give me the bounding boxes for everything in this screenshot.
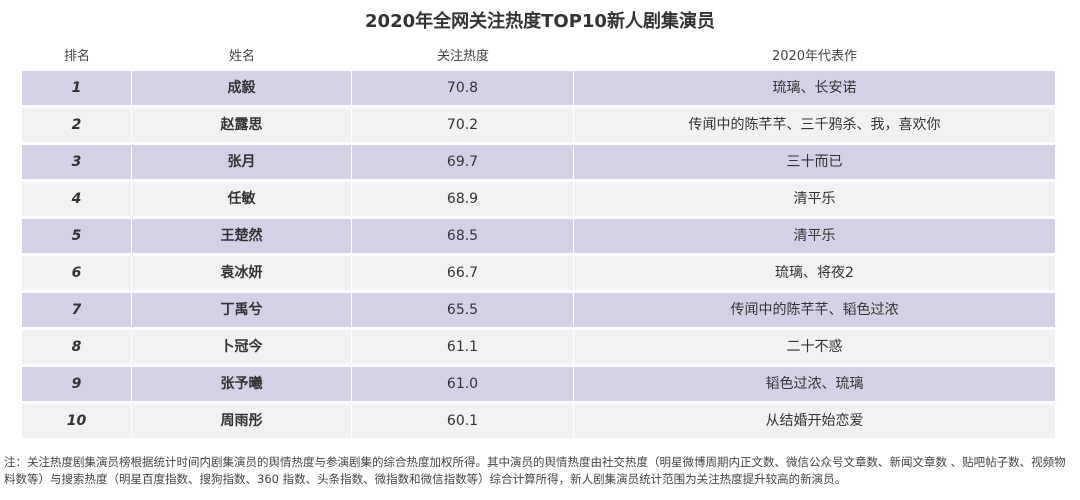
- table-row: 5 王楚然 68.5 清平乐: [22, 219, 1055, 253]
- table-row: 4 任敏 68.9 清平乐: [22, 182, 1055, 216]
- works-cell: 清平乐: [793, 191, 836, 207]
- works-cell: 琉璃、将夜2: [775, 265, 854, 281]
- rank-cell: 1: [22, 71, 132, 105]
- table-row: 6 袁冰妍 66.7 琉璃、将夜2: [22, 256, 1055, 290]
- table-row: 2 赵露思 70.2 传闻中的陈芊芊、三千鸦杀、我，喜欢你: [22, 108, 1055, 142]
- header-name: 姓名: [228, 49, 255, 64]
- rank-cell: 9: [22, 367, 132, 401]
- table-row: 3 张月 69.7 三十而已: [22, 145, 1055, 179]
- heat-cell: 69.7: [352, 145, 574, 179]
- works-cell: 琉璃、长安诺: [772, 80, 857, 96]
- rank-cell: 2: [22, 108, 132, 142]
- rank-cell: 3: [22, 145, 132, 179]
- rank-cell: 6: [22, 256, 132, 290]
- name-cell: 任敏: [132, 182, 352, 216]
- heat-cell: 66.7: [352, 256, 574, 290]
- heat-cell: 60.1: [352, 404, 574, 438]
- heat-cell: 70.2: [352, 108, 574, 142]
- name-cell: 张予曦: [132, 367, 352, 401]
- heat-cell: 68.5: [352, 219, 574, 253]
- header-rank: 排名: [63, 49, 90, 64]
- name-cell: 丁禹兮: [132, 293, 352, 327]
- ranking-table: 排名 姓名 关注热度 2020年代表作 1 成毅 70.8 琉璃、长安诺 2 赵…: [22, 43, 1055, 441]
- rank-cell: 4: [22, 182, 132, 216]
- table-row: 10 周雨彤 60.1 从结婚开始恋爱: [22, 404, 1055, 438]
- name-cell: 周雨彤: [132, 404, 352, 438]
- rank-cell: 8: [22, 330, 132, 364]
- table-row: 9 张予曦 61.0 韬色过浓、琉璃: [22, 367, 1055, 401]
- heat-cell: 65.5: [352, 293, 574, 327]
- name-cell: 张月: [132, 145, 352, 179]
- name-cell: 袁冰妍: [132, 256, 352, 290]
- header-heat: 关注热度: [436, 49, 489, 64]
- works-cell: 清平乐: [793, 228, 836, 244]
- heat-cell: 68.9: [352, 182, 574, 216]
- table-row: 8 卜冠今 61.1 二十不惑: [22, 330, 1055, 364]
- name-cell: 王楚然: [132, 219, 352, 253]
- works-cell: 传闻中的陈芊芊、韬色过浓: [730, 302, 899, 318]
- heat-cell: 61.0: [352, 367, 574, 401]
- works-cell: 二十不惑: [786, 339, 843, 355]
- table-row: 1 成毅 70.8 琉璃、长安诺: [22, 71, 1055, 105]
- page-title: 2020年全网关注热度TOP10新人剧集演员: [365, 11, 715, 32]
- name-cell: 成毅: [132, 71, 352, 105]
- works-cell: 从结婚开始恋爱: [765, 413, 864, 429]
- works-cell: 韬色过浓、琉璃: [765, 376, 864, 392]
- name-cell: 赵露思: [132, 108, 352, 142]
- header-works: 2020年代表作: [771, 49, 858, 64]
- table-row: 7 丁禹兮 65.5 传闻中的陈芊芊、韬色过浓: [22, 293, 1055, 327]
- heat-cell: 70.8: [352, 71, 574, 105]
- heat-cell: 61.1: [352, 330, 574, 364]
- rank-cell: 10: [22, 404, 132, 438]
- works-cell: 传闻中的陈芊芊、三千鸦杀、我，喜欢你: [688, 117, 941, 133]
- name-cell: 卜冠今: [132, 330, 352, 364]
- rank-cell: 7: [22, 293, 132, 327]
- works-cell: 三十而已: [786, 154, 843, 170]
- footnote: 注：关注热度剧集演员榜根据统计时间内剧集演员的舆情热度与参演剧集的综合热度加权所…: [4, 455, 1066, 486]
- table-header: 排名 姓名 关注热度 2020年代表作: [22, 43, 1055, 71]
- rank-cell: 5: [22, 219, 132, 253]
